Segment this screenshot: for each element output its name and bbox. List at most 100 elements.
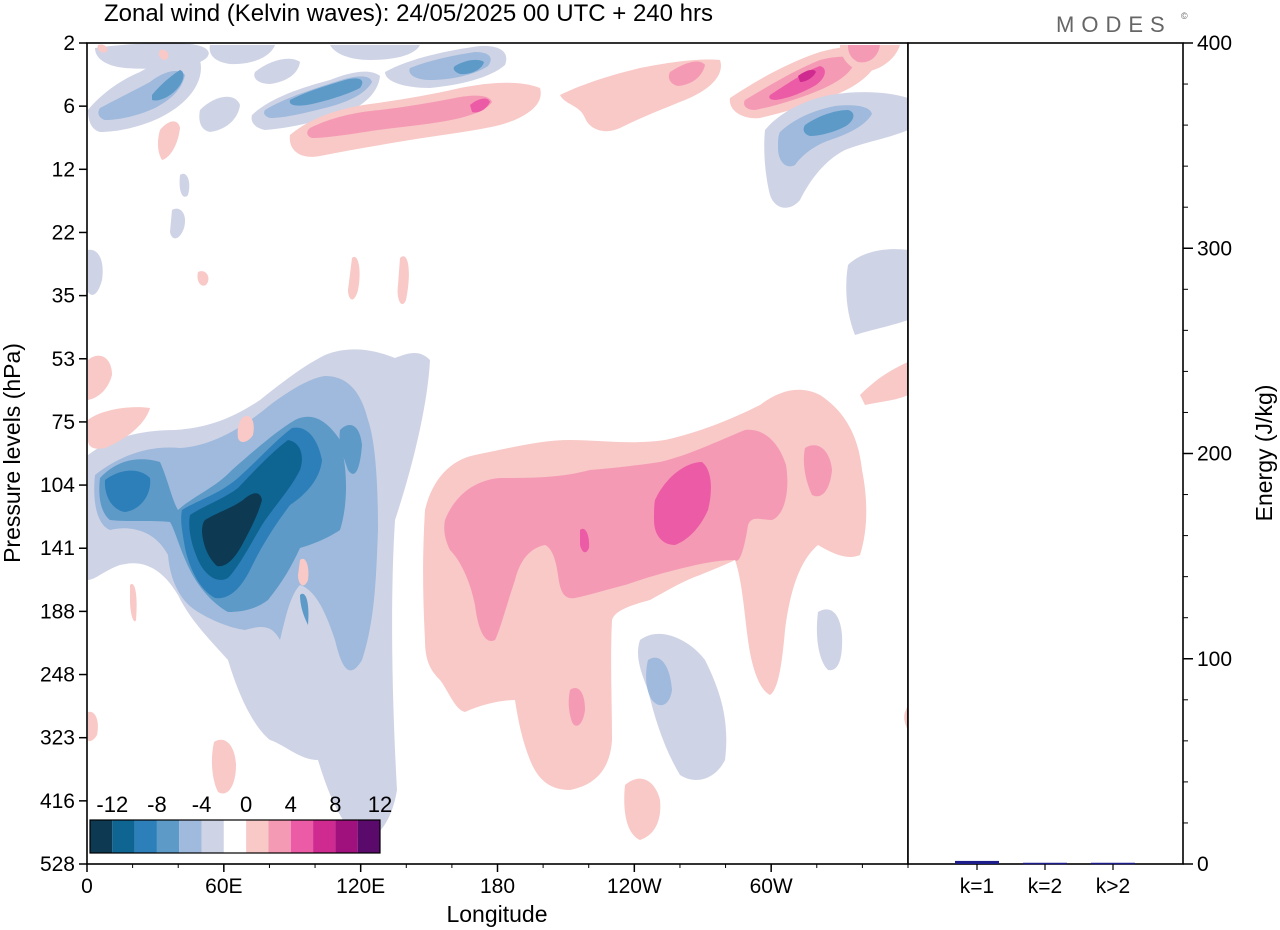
contour-pos-2-upper2 <box>157 121 180 160</box>
colorbar-label: -8 <box>147 792 167 817</box>
contour-neg-2-top3 <box>209 45 275 65</box>
contour-neg-6-upper-r <box>803 110 854 136</box>
energy-tick-label: 100 <box>1197 648 1232 671</box>
y-tick-label: 35 <box>52 285 75 308</box>
x-tick-label: 0 <box>81 875 93 898</box>
contour-pos-2-top2 <box>158 49 169 60</box>
contour-pos-2-s1 <box>130 584 137 622</box>
energy-panel: 0 100 200 300 400 k=1 k=2 k>2 Energy (J/kg) <box>907 32 1277 898</box>
contour-pos-2-left3 <box>88 711 98 742</box>
y-tick-label: 248 <box>40 664 75 687</box>
x-axis-label: Longitude <box>446 901 547 927</box>
contour-pos-6 <box>654 462 711 545</box>
y-axis-label: Pressure levels (hPa) <box>0 343 25 563</box>
x-axis: 0 60E 120E 180 120W 60W <box>81 864 909 898</box>
colorbar-swatch <box>313 820 336 853</box>
k-tick-label: k=2 <box>1028 875 1062 898</box>
y-tick-label: 53 <box>52 348 75 371</box>
contour-neg-2-s2 <box>179 173 190 197</box>
svg-text:MODES: MODES <box>1056 12 1172 37</box>
contour-neg-6-upper4 <box>289 78 363 106</box>
brand-logo: MODES © <box>1056 11 1188 37</box>
colorbar-swatch <box>357 820 380 853</box>
contour-neg-2-edge2 <box>880 98 908 128</box>
colorbar-label: 4 <box>285 792 297 817</box>
y-tick-label: 416 <box>40 790 75 813</box>
contour-neg-4-right <box>646 657 672 706</box>
colorbar-swatch <box>335 820 358 853</box>
contour-pos-8-upper4 <box>798 69 816 82</box>
contour-pos-2-s6 <box>197 271 209 286</box>
y-tick-label: 22 <box>52 221 75 244</box>
hovmoller-plot <box>86 42 909 865</box>
y-tick-label: 323 <box>40 727 75 750</box>
y-tick-label: 104 <box>40 474 75 497</box>
colorbar-swatch <box>134 820 157 853</box>
colorbar-label: 12 <box>368 792 392 817</box>
colorbar-label: 0 <box>240 792 252 817</box>
k-tick-label: k=1 <box>960 875 994 898</box>
y-tick-label: 528 <box>40 853 75 876</box>
contour-neg-2-right2 <box>816 609 843 671</box>
contour-neg-2-upper7 <box>330 45 420 60</box>
contour-neg-6b <box>339 425 362 474</box>
y-axis: 2 6 12 22 35 53 75 104 141 188 248 323 416 528 <box>40 32 87 876</box>
contour-neg-2-edge <box>846 249 908 335</box>
energy-axis: 0 100 200 300 400 <box>1183 32 1232 876</box>
colorbar-swatch <box>156 820 180 853</box>
energy-tick-label: 0 <box>1197 853 1209 876</box>
contour-neg-6-upper <box>152 70 184 101</box>
colorbar-swatch <box>201 820 224 853</box>
contour-pos-4-upper <box>307 95 492 138</box>
x-tick-label: 120E <box>336 875 385 898</box>
svg-text:©: © <box>1181 11 1188 21</box>
y-tick-label: 12 <box>52 158 75 181</box>
x-tick-label: 60E <box>205 875 242 898</box>
x-tick-label: 120W <box>607 875 662 898</box>
contour-pos-2-low <box>624 778 661 840</box>
contour-pos-2-s4 <box>348 256 360 300</box>
x-tick-label: 180 <box>480 875 515 898</box>
contour-pos-4-upper3 <box>668 61 705 86</box>
contour-pos-4-upper5 <box>848 45 880 63</box>
energy-tick-label: 400 <box>1197 32 1232 55</box>
k-tick-label: k>2 <box>1096 875 1130 898</box>
colorbar-swatch <box>268 820 291 853</box>
y-tick-label: 188 <box>40 600 75 623</box>
contour-neg-6c <box>300 593 309 625</box>
colorbar-swatch <box>246 820 269 853</box>
y-tick-label: 6 <box>63 95 75 118</box>
colorbar: -12 -8 -4 0 4 8 12 <box>89 792 392 854</box>
energy-bars <box>955 860 1135 865</box>
colorbar-swatch <box>90 820 113 853</box>
colorbar-label: -4 <box>192 792 212 817</box>
contour-pos-2-s3 <box>298 558 309 586</box>
contour-field <box>88 43 908 842</box>
contour-neg-2-upper2 <box>95 43 209 69</box>
contour-neg-2-leftedge <box>88 249 103 295</box>
contour-pos-6b <box>580 528 590 553</box>
contour-neg-8 <box>104 470 151 512</box>
wavenumber-axis: k=1 k=2 k>2 <box>960 864 1130 898</box>
colorbar-swatch <box>179 820 202 853</box>
colorbar-swatch <box>223 820 247 853</box>
contour-pos-2-up <box>860 362 908 405</box>
contour-neg-2-upper3 <box>199 96 240 132</box>
y-tick-label: 2 <box>63 32 75 55</box>
contour-pos-2-top1 <box>97 44 108 53</box>
y-tick-label: 141 <box>40 537 75 560</box>
contour-pos-2-left2 <box>88 407 150 449</box>
contour-neg-6-upper6 <box>453 59 484 75</box>
colorbar-label: 8 <box>329 792 341 817</box>
contour-pos-2-s2 <box>237 415 254 442</box>
chart-title: Zonal wind (Kelvin waves): 24/05/2025 00… <box>104 0 713 27</box>
y-tick-label: 75 <box>52 411 75 434</box>
contour-neg-2-s1 <box>170 208 186 239</box>
contour-pos-4b <box>803 445 832 497</box>
energy-tick-label: 300 <box>1197 237 1232 260</box>
energy-axis-label: Energy (J/kg) <box>1251 385 1277 522</box>
contour-pos-2-left1 <box>88 355 112 400</box>
energy-tick-label: 200 <box>1197 443 1232 466</box>
contour-neg-14 <box>202 493 262 567</box>
